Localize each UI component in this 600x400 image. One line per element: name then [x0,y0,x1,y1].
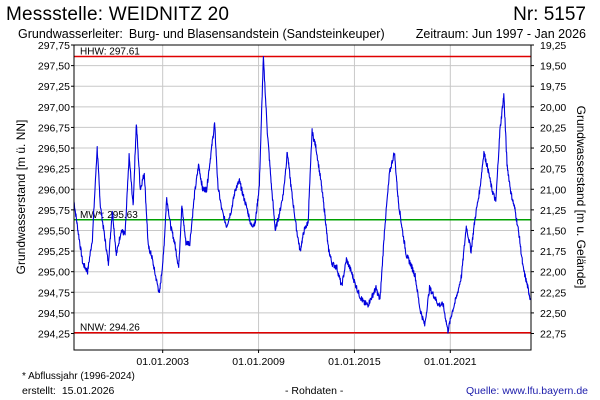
created-value: 15.01.2026 [61,385,115,397]
y-tick-label-right: 20,00 [540,102,566,114]
y-tick-label-left: 297,75 [38,40,70,52]
y-axis-right-label: Grundwasserstand [m u. Gelände] [574,106,588,289]
station-title: Messstelle: WEIDNITZ 20 [6,4,230,25]
y-tick-label-right: 21,75 [540,246,566,258]
reference-lines: HHW: 297.61 MW*: 295.63 NNW: 294.26 [74,47,531,334]
station-number: Nr: 5157 [513,4,586,25]
footnote: * Abflussjahr (1996-2024) [22,371,135,382]
x-tick-label: 01.01.2015 [328,356,381,368]
x-tick-label: 01.01.2009 [232,356,285,368]
y-tick-label-left: 294,25 [38,329,70,341]
y-tick-label-left: 296,50 [38,143,70,155]
y-tick-label-right: 20,75 [540,164,566,176]
y-tick-label-left: 296,25 [38,164,70,176]
y-tick-label-right: 21,25 [540,205,566,217]
y-tick-label-right: 22,00 [540,267,566,279]
y-tick-label-left: 295,50 [38,225,70,237]
y-tick-label-left: 295,25 [38,246,70,258]
aquifer-value: Burg- und Blasensandstein (Sandsteinkeup… [128,27,385,41]
tick-labels: 297,75 19,25 297,50 19,50 297,25 19,75 297,00 2… [38,40,567,368]
y-tick-label-right: 22,75 [540,329,566,341]
x-tick-label: 01.01.2003 [136,356,189,368]
y-tick-label-left: 294,75 [38,287,70,299]
y-tick-label-right: 19,25 [540,40,566,52]
y-tick-label-right: 22,25 [540,287,566,299]
y-tick-label-left: 294,50 [38,308,70,320]
y-tick-label-right: 20,50 [540,143,566,155]
x-tick-label: 01.01.2021 [424,356,477,368]
y-tick-label-left: 297,00 [38,102,70,114]
y-tick-label-left: 295,00 [38,267,70,279]
y-tick-label-left: 295,75 [38,205,70,217]
aquifer-label: Grundwasserleiter: [18,27,123,41]
reference-line-label: MW*: 295.63 [80,210,138,221]
y-tick-label-left: 297,25 [38,81,70,93]
series-layer [73,56,531,334]
period-label: Zeitraum: Jun 1997 - Jan 2026 [415,27,586,41]
source-link[interactable]: Quelle: www.lfu.bayern.de [466,385,588,397]
rawdata-label: - Rohdaten - [285,385,344,397]
y-tick-label-left: 296,00 [38,184,70,196]
y-tick-label-right: 20,25 [540,122,566,134]
y-tick-label-right: 21,50 [540,225,566,237]
y-tick-label-right: 21,00 [540,184,566,196]
chart-grid [74,44,531,350]
created-info: erstellt: 15.01.2026 [22,385,114,397]
y-tick-label-right: 19,75 [540,81,566,93]
created-label: erstellt: [22,385,56,397]
reference-line-label: NNW: 294.26 [80,323,140,334]
groundwater-level-line [73,56,531,334]
reference-line-label: HHW: 297.61 [80,47,140,58]
plot-frame [73,44,532,351]
y-axis-left-label: Grundwasserstand [m ü. NN] [14,120,28,275]
y-tick-label-right: 22,50 [540,308,566,320]
aquifer-info: Grundwasserleiter: Burg- und Blasensandst… [18,27,385,41]
y-tick-label-left: 297,50 [38,61,70,73]
y-tick-label-right: 19,50 [540,61,566,73]
y-tick-label-left: 296,75 [38,122,70,134]
